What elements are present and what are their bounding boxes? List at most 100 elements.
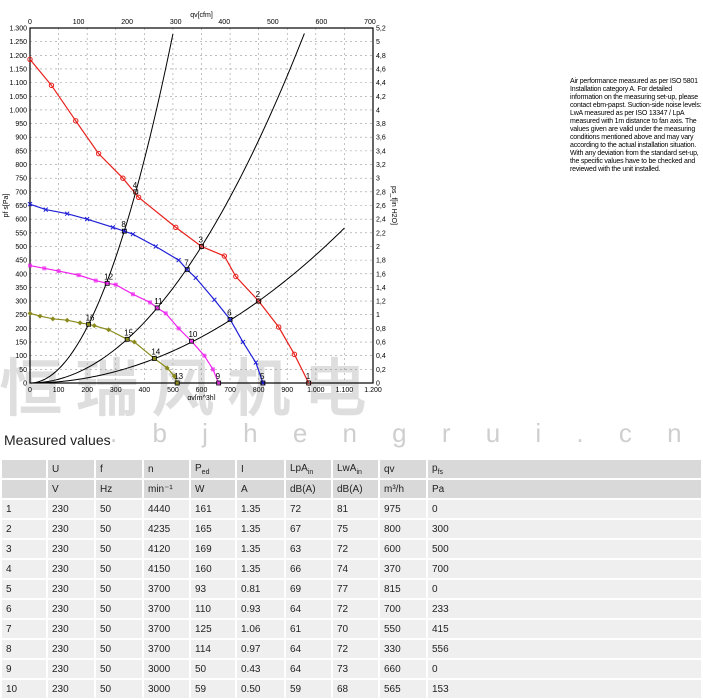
table-cell: 500	[426, 538, 703, 560]
operating-point-label: 13	[174, 372, 183, 381]
table-cell: 0	[426, 658, 703, 680]
table-cell: 64	[284, 658, 333, 680]
table-cell: 63	[284, 538, 333, 560]
y-tick-label: 1.150	[9, 66, 27, 73]
table-cell: 330	[378, 638, 428, 660]
table-cell: 3000	[142, 658, 191, 680]
x-tick-label: 600	[196, 387, 208, 394]
operating-point-label: 3	[199, 235, 204, 244]
operating-point	[174, 380, 180, 386]
table-cell: 69	[284, 578, 333, 600]
y-tick-label: 1.050	[9, 94, 27, 101]
table-cell: min⁻¹	[142, 478, 191, 500]
data-point	[110, 224, 116, 230]
table-cell: 50	[94, 618, 144, 640]
operating-point	[154, 305, 160, 311]
table-cell: 1.35	[235, 498, 286, 520]
table-cell: 815	[378, 578, 428, 600]
table-cell: 300	[426, 518, 703, 540]
table-cell: 7	[0, 618, 48, 640]
table-cell: 370	[378, 558, 428, 580]
x-tick-label: 300	[110, 387, 122, 394]
y-tick-label: 1.000	[9, 107, 27, 114]
table-cell: W	[189, 478, 237, 500]
table-cell: f	[94, 458, 144, 480]
data-point	[153, 244, 159, 249]
table-cell: 125	[189, 618, 237, 640]
table-cell: 3000	[142, 678, 191, 700]
y-tick-label: 1.100	[9, 80, 27, 87]
table-cell: 700	[426, 558, 703, 580]
data-point	[95, 150, 102, 157]
y-tick-label: 100	[15, 353, 27, 360]
data-point	[84, 216, 90, 222]
y2-tick-label: 5,2	[376, 26, 386, 33]
table-cell: 75	[331, 518, 380, 540]
table-cell	[0, 478, 48, 500]
table-cell: 5	[0, 578, 48, 600]
operating-point	[104, 280, 110, 286]
table-cell: 81	[331, 498, 380, 520]
y2-tick-label: 2,6	[376, 203, 386, 210]
table-cell: U	[46, 458, 96, 480]
data-point	[164, 365, 170, 371]
y-tick-label: 950	[15, 121, 27, 128]
table-cell: dB(A)	[331, 478, 380, 500]
operating-point	[199, 244, 204, 249]
operating-point	[121, 228, 127, 234]
table-cell: 77	[331, 578, 380, 600]
operating-point-label: 12	[104, 272, 113, 281]
table-cell: 0.43	[235, 658, 286, 680]
x2-tick-label: 0	[28, 19, 32, 26]
measurement-note: Air performance measured as per ISO 5801…	[570, 78, 702, 173]
data-point	[216, 381, 221, 385]
x-tick-label: 0	[28, 387, 32, 394]
data-point	[42, 266, 47, 271]
table-row: 7 230 50 3700 125 1.06 61 70 550 415	[0, 618, 703, 640]
y2-tick-label: 2,2	[376, 230, 386, 237]
data-point	[50, 316, 56, 322]
table-cell: 230	[46, 538, 96, 560]
table-cell: 72	[331, 538, 380, 560]
x2-tick-label: 600	[316, 19, 328, 26]
x2-tick-label: 100	[73, 19, 85, 26]
y-tick-label: 1.200	[9, 53, 27, 60]
table-row: 2 230 50 4235 165 1.35 67 75 800 300	[0, 518, 703, 540]
watermark-url: . b j h e n g r u i . c n	[110, 418, 696, 448]
table-cell: LwAin	[331, 458, 380, 480]
data-point	[227, 317, 233, 322]
table-row: 6 230 50 3700 110 0.93 64 72 700 233	[0, 598, 703, 620]
table-cell: 114	[189, 638, 237, 660]
table-cell: 50	[94, 558, 144, 580]
fan-curve-4	[29, 312, 178, 384]
data-point	[76, 273, 81, 278]
data-point	[105, 281, 110, 286]
x-tick-label: 900	[281, 387, 293, 394]
table-cell: 4440	[142, 498, 191, 520]
table-cell: 230	[46, 658, 96, 680]
operating-point-label: 11	[154, 297, 163, 306]
table-cell: 800	[378, 518, 428, 540]
y2-axis-label: ps_f[in H2O]	[390, 186, 397, 225]
table-row: 4 230 50 4150 160 1.35 66 74 370 700	[0, 558, 703, 580]
table-cell: 64	[284, 638, 333, 660]
table-title: Measured values	[4, 432, 111, 448]
data-point	[173, 224, 179, 231]
operating-point-label: 6	[227, 308, 232, 317]
table-cell: 50	[94, 658, 144, 680]
data-point	[77, 320, 83, 326]
data-point	[64, 211, 70, 217]
y-tick-label: 900	[15, 135, 27, 142]
table-cell: 230	[46, 498, 96, 520]
y2-tick-label: 1,6	[376, 271, 386, 278]
data-point	[155, 305, 160, 310]
table-cell: 0.50	[235, 678, 286, 700]
table-cell: 233	[426, 598, 703, 620]
y2-tick-label: 1,8	[376, 258, 386, 265]
table-cell: 4120	[142, 538, 191, 560]
operating-point	[86, 321, 91, 327]
x-tick-label: 800	[253, 387, 265, 394]
table-row: 1 230 50 4440 161 1.35 72 81 975 0	[0, 498, 703, 520]
